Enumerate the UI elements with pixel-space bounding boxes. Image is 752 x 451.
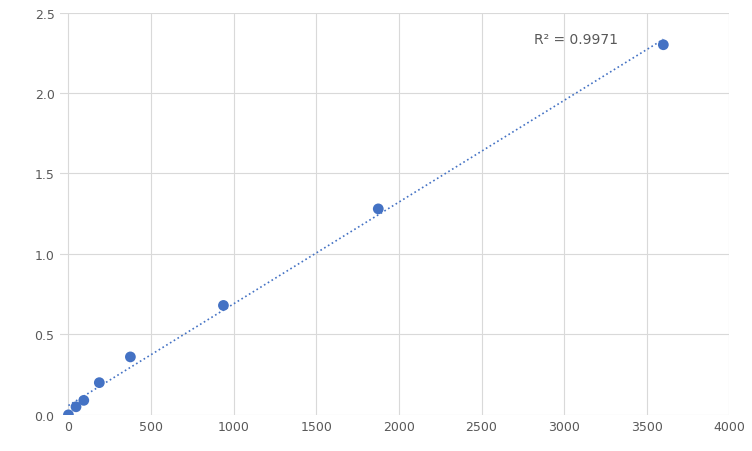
Point — [70, 403, 82, 410]
Point — [217, 302, 229, 309]
Point — [77, 397, 89, 404]
Point — [372, 206, 384, 213]
Point — [657, 42, 669, 49]
Point — [62, 411, 74, 419]
Text: R² = 0.9971: R² = 0.9971 — [535, 33, 618, 47]
Point — [93, 379, 105, 387]
Point — [124, 354, 136, 361]
